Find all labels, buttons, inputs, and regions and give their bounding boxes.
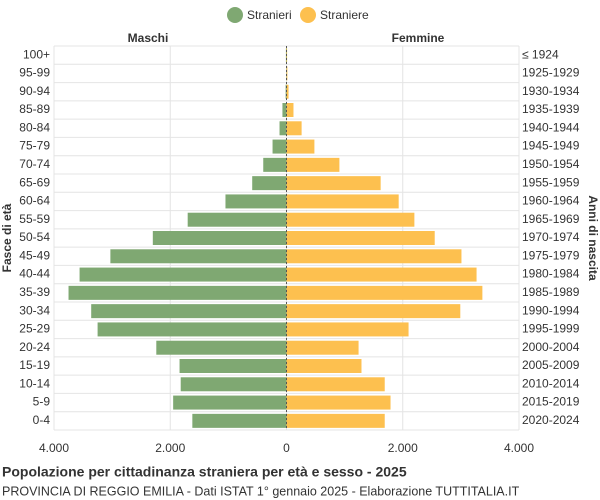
y2-tick-label: 1935-1939 [522, 102, 580, 116]
y-tick-label: 45-49 [19, 248, 50, 262]
y-tick-label: 70-74 [19, 157, 50, 171]
y2-axis-title: Anni di nascita [586, 195, 600, 281]
bar [179, 359, 287, 373]
y-tick-label: 95-99 [19, 66, 50, 80]
bar [286, 340, 359, 355]
bar [286, 194, 399, 209]
y-tick-label: 5-9 [33, 395, 51, 409]
y2-tick-label: 1930-1934 [522, 84, 580, 98]
bar [282, 103, 287, 117]
y-tick-label: 100+ [23, 47, 50, 61]
bar [286, 285, 483, 300]
y-tick-label: 55-59 [19, 212, 50, 226]
bar [252, 176, 287, 191]
y-tick-label: 30-34 [19, 303, 50, 317]
y2-tick-label: 1925-1929 [522, 66, 580, 80]
y-tick-label: 10-14 [19, 376, 50, 390]
bar [279, 121, 287, 136]
x-tick-label: 4.000 [39, 441, 69, 455]
bar [110, 249, 287, 264]
bar [286, 267, 477, 282]
y-tick-label: 35-39 [19, 285, 50, 299]
y-tick-label: 90-94 [19, 84, 50, 98]
y2-tick-label: 1940-1944 [522, 120, 580, 134]
bar [272, 139, 287, 154]
bar [152, 231, 287, 245]
bar [286, 66, 288, 81]
y2-tick-label: 2000-2004 [522, 340, 580, 354]
bar [286, 139, 315, 154]
bar [187, 212, 287, 227]
y2-tick-label: 1990-1994 [522, 303, 580, 317]
bar [286, 121, 302, 136]
y2-tick-label: 1975-1979 [522, 248, 580, 262]
chart-subtitle: PROVINCIA DI REGGIO EMILIA - Dati ISTAT … [2, 484, 520, 498]
y2-tick-label: ≤ 1924 [522, 47, 559, 61]
y2-tick-label: 2010-2014 [522, 376, 580, 390]
y-tick-label: 65-69 [19, 175, 50, 189]
x-tick-label: 2.000 [388, 441, 418, 455]
bar [173, 395, 287, 410]
y2-tick-label: 2005-2009 [522, 358, 580, 372]
right-label: Femmine [392, 31, 445, 45]
bar [286, 304, 461, 319]
bar [91, 304, 287, 319]
y-tick-label: 40-44 [19, 267, 50, 281]
legend-label: Stranieri [247, 8, 292, 22]
y-tick-label: 60-64 [19, 194, 50, 208]
bar [286, 84, 289, 99]
y2-tick-label: 1980-1984 [522, 267, 580, 281]
bar [68, 285, 287, 300]
y-axis-title: Fasce di età [0, 203, 14, 272]
y-tick-label: 0-4 [33, 413, 51, 427]
y2-tick-label: 2015-2019 [522, 395, 580, 409]
y2-tick-label: 1985-1989 [522, 285, 580, 299]
bar [286, 359, 362, 373]
bar [286, 413, 385, 428]
left-label: Maschi [128, 31, 169, 45]
y2-tick-label: 1960-1964 [522, 194, 580, 208]
chart-title: Popolazione per cittadinanza straniera p… [2, 464, 407, 480]
y2-tick-label: 1995-1999 [522, 322, 580, 336]
y-tick-label: 25-29 [19, 322, 50, 336]
y-tick-label: 20-24 [19, 340, 50, 354]
bar [97, 322, 287, 337]
x-tick-label: 0 [283, 441, 290, 455]
legend-marker [227, 7, 243, 23]
bar [286, 249, 462, 264]
x-tick-label: 2.000 [155, 441, 185, 455]
legend-marker [300, 7, 316, 23]
y2-tick-label: 1945-1949 [522, 139, 580, 153]
x-tick-label: 4.000 [504, 441, 534, 455]
y2-tick-label: 1970-1974 [522, 230, 580, 244]
bar [286, 322, 409, 337]
y-tick-label: 85-89 [19, 102, 50, 116]
y2-tick-label: 1955-1959 [522, 175, 580, 189]
bar [79, 267, 287, 282]
y-tick-label: 15-19 [19, 358, 50, 372]
y-tick-label: 50-54 [19, 230, 50, 244]
y-tick-label: 75-79 [19, 139, 50, 153]
y2-tick-label: 1965-1969 [522, 212, 580, 226]
bar [286, 395, 391, 410]
bar [156, 340, 287, 355]
bar [286, 103, 294, 117]
y2-tick-label: 1950-1954 [522, 157, 580, 171]
bar [286, 231, 435, 245]
bar [286, 176, 381, 191]
bar [263, 157, 287, 172]
legend-label: Straniere [320, 8, 369, 22]
bar [225, 194, 287, 209]
bar [286, 157, 340, 172]
bar [180, 377, 287, 392]
y2-tick-label: 2020-2024 [522, 413, 580, 427]
bar [286, 212, 415, 227]
bar [286, 377, 385, 392]
bar [192, 413, 287, 428]
y-tick-label: 80-84 [19, 120, 50, 134]
